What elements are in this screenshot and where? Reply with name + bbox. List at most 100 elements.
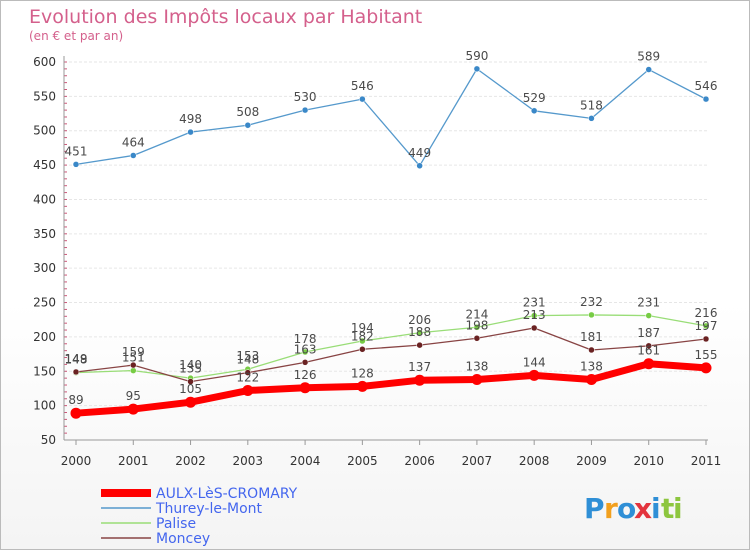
data-point — [471, 374, 483, 386]
data-point — [359, 346, 366, 353]
chart-title: Evolution des Impôts locaux par Habitant — [29, 6, 422, 28]
y-tick-label: 500 — [33, 124, 56, 138]
data-label: 95 — [126, 389, 141, 403]
data-label: 197 — [695, 319, 718, 333]
data-point — [700, 362, 712, 374]
logo-letter: i — [673, 492, 683, 525]
y-tick-label: 150 — [33, 364, 56, 378]
data-point — [72, 368, 80, 376]
data-point — [301, 106, 309, 114]
data-label: 105 — [179, 382, 202, 396]
logo-letter: x — [634, 492, 652, 525]
data-label: 138 — [465, 360, 488, 374]
data-label: 122 — [236, 371, 259, 385]
data-point — [359, 95, 366, 103]
series-aulx-l-s-cromary — [70, 358, 712, 419]
logo-letter: t — [661, 492, 674, 525]
logo-letter: P — [584, 492, 605, 525]
data-label: 128 — [351, 366, 374, 380]
data-point — [127, 403, 139, 415]
data-label: 181 — [580, 330, 603, 344]
y-tick-label: 400 — [33, 192, 56, 206]
x-tick-label: 2007 — [462, 454, 493, 468]
data-point — [130, 152, 137, 159]
logo-letter: o — [617, 492, 636, 525]
data-point — [359, 337, 366, 345]
y-tick-label: 450 — [33, 158, 56, 172]
data-label: 151 — [122, 351, 145, 365]
x-tick-label: 2001 — [118, 454, 149, 468]
data-point — [702, 95, 710, 103]
x-tick-label: 2003 — [233, 454, 264, 468]
data-label: 126 — [294, 368, 317, 382]
series-line — [75, 68, 707, 167]
data-point — [301, 359, 309, 366]
x-tick-label: 2009 — [576, 454, 607, 468]
data-label: 589 — [637, 50, 660, 64]
data-point — [702, 335, 710, 343]
y-tick-label: 300 — [33, 261, 56, 275]
data-point — [530, 324, 538, 332]
x-tick-label: 2008 — [519, 454, 550, 468]
y-tick-label: 600 — [33, 55, 56, 69]
data-point — [643, 358, 655, 370]
data-label: 182 — [351, 329, 374, 343]
data-label: 135 — [179, 362, 202, 376]
series-line — [72, 360, 710, 417]
data-label: 140 — [179, 358, 202, 372]
series-thurey-le-mont — [72, 65, 710, 170]
x-tick-label: 2011 — [691, 454, 722, 468]
data-point — [473, 324, 481, 331]
y-tick-label: 100 — [33, 399, 56, 413]
data-point — [301, 348, 309, 356]
legend-label: Thurey-le-Mont — [155, 501, 263, 517]
data-point — [528, 369, 540, 381]
legend-label: Moncey — [156, 531, 210, 547]
legend-label: Palise — [156, 516, 196, 532]
data-point — [645, 312, 652, 319]
data-point — [416, 341, 423, 349]
data-label: 148 — [65, 353, 88, 367]
data-label: 178 — [294, 332, 317, 346]
data-label: 508 — [236, 105, 259, 119]
data-point — [588, 346, 595, 354]
data-label: 518 — [580, 98, 603, 112]
series-line — [75, 314, 707, 379]
y-tick-label: 550 — [33, 89, 56, 103]
x-tick-label: 2004 — [290, 454, 321, 468]
x-tick-label: 2002 — [175, 454, 206, 468]
data-point — [530, 107, 538, 115]
data-label: 213 — [523, 308, 546, 322]
y-tick-label: 50 — [41, 433, 56, 447]
data-label: 214 — [465, 307, 488, 321]
data-point — [473, 65, 481, 73]
data-label: 529 — [523, 91, 546, 105]
data-point — [585, 374, 597, 386]
data-point — [187, 378, 194, 385]
data-label: 161 — [637, 344, 660, 358]
data-label: 546 — [351, 79, 374, 93]
data-label: 206 — [408, 313, 431, 327]
data-point — [473, 335, 481, 342]
data-label: 194 — [351, 321, 374, 335]
data-point — [299, 382, 311, 394]
y-tick-label: 350 — [33, 227, 56, 241]
data-label: 546 — [695, 79, 718, 93]
data-label: 148 — [236, 353, 259, 367]
series-line — [75, 327, 707, 383]
data-label: 590 — [465, 49, 488, 63]
chart-subtitle: (en € et par an) — [29, 29, 123, 43]
data-label: 464 — [122, 135, 145, 149]
data-point — [185, 396, 197, 408]
series-moncey — [72, 324, 710, 385]
data-point — [356, 380, 368, 392]
logo-letter: i — [651, 492, 661, 525]
x-tick-label: 2005 — [347, 454, 378, 468]
legend: AULX-LèS-CROMARYThurey-le-MontPaliseMonc… — [101, 486, 298, 547]
y-tick-label: 200 — [33, 330, 56, 344]
data-point — [702, 322, 710, 330]
data-label: 155 — [695, 348, 718, 362]
data-point — [70, 407, 82, 419]
